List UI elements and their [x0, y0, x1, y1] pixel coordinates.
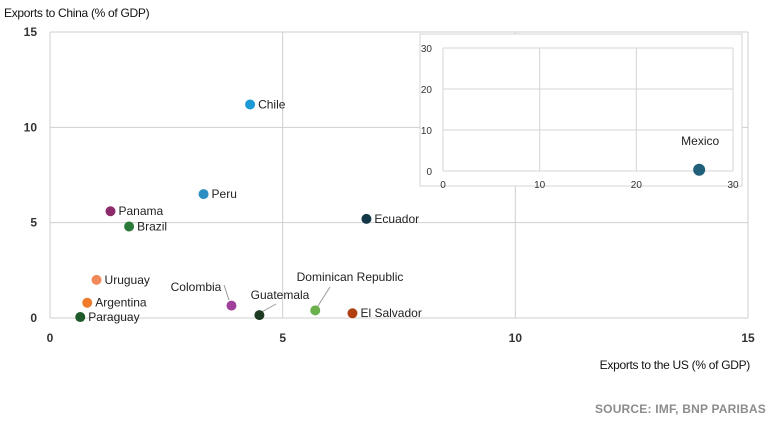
ecuador-point: [361, 213, 372, 224]
argentina-point: [82, 297, 93, 308]
inset-frame: [419, 33, 743, 187]
colombia-label: Colombia: [171, 280, 222, 294]
inset-y-tick-label: 30: [421, 44, 433, 55]
el-salvador-label: El Salvador: [360, 306, 421, 320]
inset-x-tick-label: 20: [631, 180, 643, 191]
x-tick-label: 15: [741, 331, 755, 345]
y-axis-title: Exports to China (% of GDP): [4, 6, 150, 20]
inset-x-tick-label: 10: [534, 180, 546, 191]
guatemala-point: [254, 310, 265, 321]
uruguay-point: [91, 274, 102, 285]
paraguay-point: [75, 312, 86, 323]
guatemala-label: Guatemala: [251, 288, 310, 302]
inset-x-tick-label: 30: [727, 180, 739, 191]
panama-point: [105, 206, 116, 217]
mexico-inset: 0 10 20 30 0 10 20 30 Mexico: [419, 33, 743, 191]
inset-tick-labels: 0 10 20 30 0 10 20 30: [421, 44, 739, 191]
brazil-point: [124, 221, 135, 232]
peru-point: [198, 189, 209, 200]
inset-grid: [442, 47, 734, 172]
chile-label: Chile: [258, 97, 286, 111]
y-tick-label: 15: [24, 25, 38, 39]
dominican-republic-label: Dominican Republic: [297, 270, 404, 284]
x-tick-label: 0: [47, 331, 54, 345]
chile-point: [245, 99, 256, 110]
x-axis-title: Exports to the US (% of GDP): [600, 358, 751, 372]
ecuador-label: Ecuador: [374, 212, 419, 226]
dominican-republic-point: [310, 305, 321, 316]
uruguay-label: Uruguay: [105, 273, 150, 287]
el-salvador-point: [347, 308, 358, 319]
inset-x-tick-label: 0: [440, 180, 446, 191]
peru-label: Peru: [212, 187, 237, 201]
mexico-point: [693, 163, 706, 176]
x-tick-label: 10: [509, 331, 523, 345]
inset-data-points: Mexico: [681, 134, 719, 176]
y-tick-label: 10: [24, 120, 38, 134]
paraguay-label: Paraguay: [88, 310, 139, 324]
argentina-label: Argentina: [95, 296, 147, 310]
inset-y-tick-label: 20: [421, 85, 433, 96]
inset-y-tick-label: 0: [426, 167, 432, 178]
source-note: SOURCE: IMF, BNP PARIBAS: [594, 402, 766, 416]
y-tick-label: 0: [30, 311, 37, 325]
mexico-label: Mexico: [681, 134, 719, 148]
brazil-label: Brazil: [137, 219, 167, 233]
y-tick-label: 5: [30, 216, 37, 230]
x-tick-label: 5: [279, 331, 286, 345]
main-tick-labels: 0 5 10 15 0 5 10 15: [24, 25, 755, 345]
dominican-republic-leader-line: [315, 286, 331, 310]
panama-label: Panama: [118, 204, 163, 218]
colombia-point: [226, 300, 237, 311]
colombia-leader-line: [223, 284, 230, 301]
inset-y-tick-label: 10: [421, 126, 433, 137]
